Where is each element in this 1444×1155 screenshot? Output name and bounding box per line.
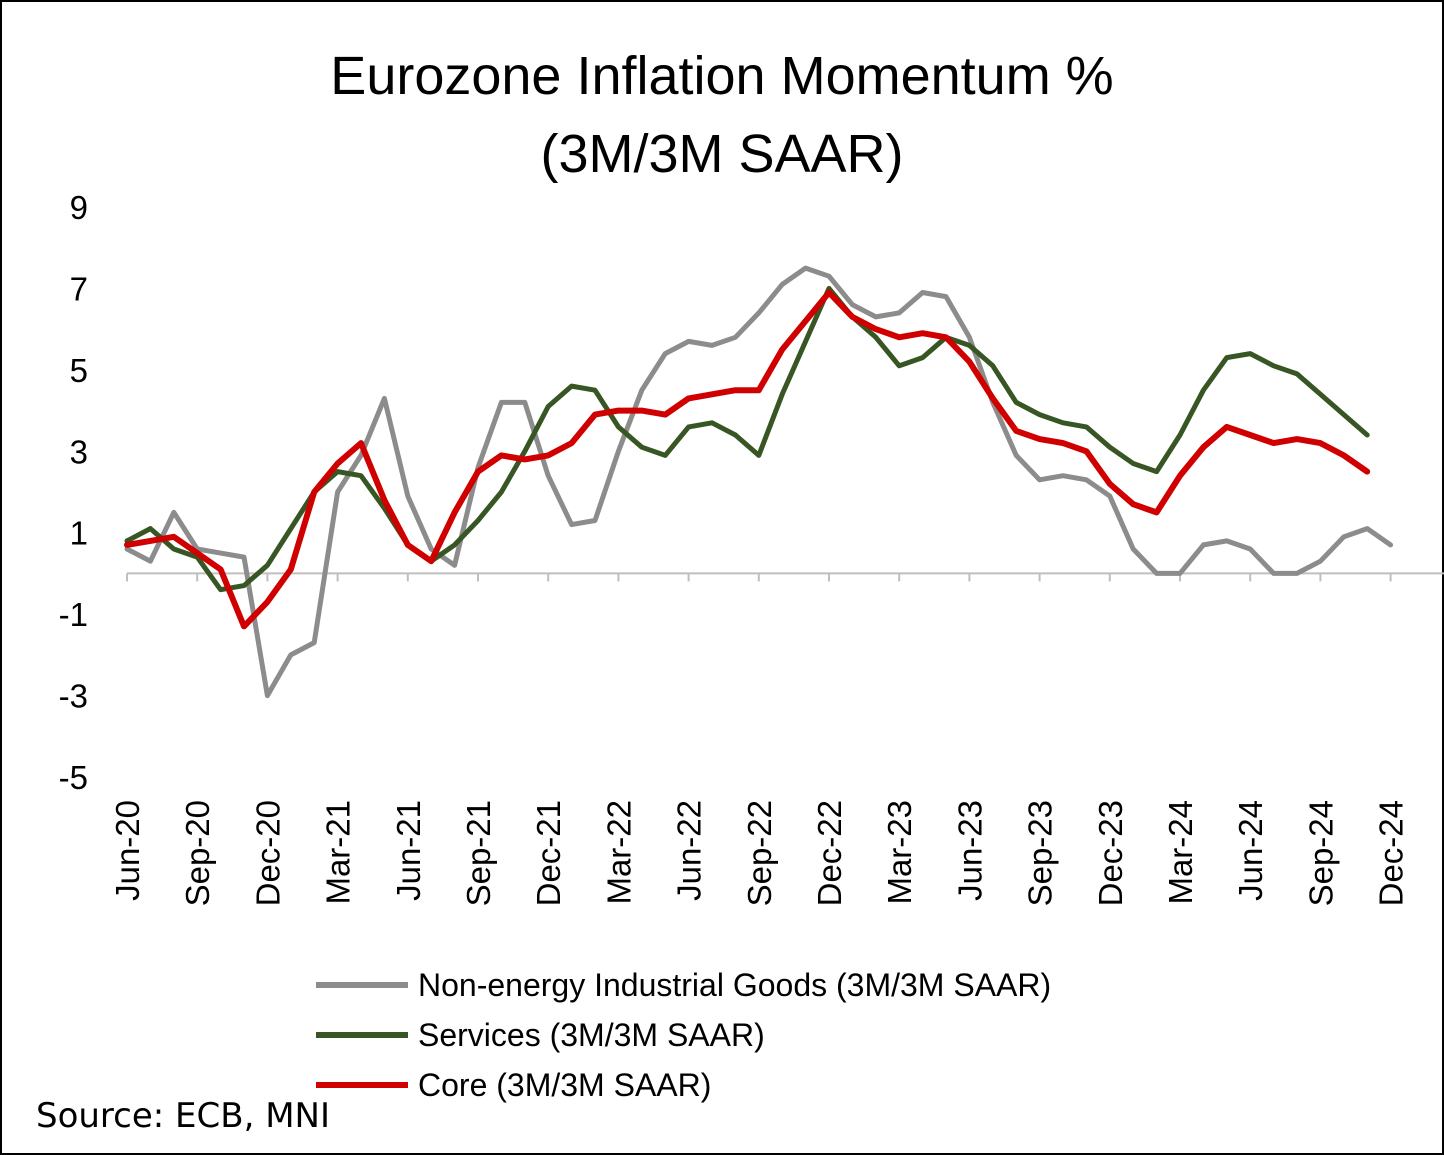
- y-tick-label: 9: [70, 189, 88, 226]
- series-line-services: [124, 285, 1370, 593]
- chart-title-line1: Eurozone Inflation Momentum %: [330, 46, 1114, 106]
- x-tick-label: Sep-23: [1022, 800, 1059, 906]
- legend-swatch-services: [316, 1032, 408, 1038]
- x-tick-label: Sep-21: [460, 800, 497, 906]
- x-tick-label: Jun-22: [671, 800, 708, 901]
- source-note: Source: ECB, MNI: [36, 1096, 330, 1136]
- x-tick-label: Sep-20: [179, 800, 216, 906]
- x-tick-label: Mar-24: [1162, 800, 1199, 905]
- y-tick-label: 1: [70, 515, 88, 552]
- x-tick-label: Dec-20: [249, 800, 286, 906]
- x-tick-label: Dec-23: [1092, 800, 1129, 906]
- legend-swatch-goods: [316, 982, 408, 988]
- x-tick-label: Dec-24: [1373, 800, 1410, 906]
- x-tick-label: Mar-22: [600, 800, 637, 905]
- chart-title-line2: (3M/3M SAAR): [540, 124, 904, 184]
- legend-label-goods: Non-energy Industrial Goods (3M/3M SAAR): [418, 966, 1052, 1003]
- x-tick-label: Sep-22: [741, 800, 778, 906]
- legend-label-core: Core (3M/3M SAAR): [418, 1066, 712, 1103]
- x-tick-label: Mar-21: [320, 800, 357, 905]
- y-tick-label: -3: [59, 678, 88, 715]
- y-tick-label: 3: [70, 433, 88, 470]
- series-line-core: [124, 289, 1371, 630]
- series-line-goods: [124, 265, 1394, 699]
- x-tick-label: Dec-22: [811, 800, 848, 906]
- legend-swatch-core: [316, 1082, 408, 1088]
- x-tick-label: Mar-23: [881, 800, 918, 905]
- legend-item-goods: Non-energy Industrial Goods (3M/3M SAAR): [316, 960, 1051, 1010]
- x-tick-label: Jun-20: [109, 800, 146, 901]
- legend-item-services: Services (3M/3M SAAR): [316, 1010, 1051, 1060]
- y-tick-label: 7: [70, 270, 88, 307]
- x-tick-label: Jun-21: [390, 800, 427, 901]
- y-tick-label: 5: [70, 352, 88, 389]
- legend: Non-energy Industrial Goods (3M/3M SAAR)…: [316, 960, 1051, 1110]
- y-tick-label: -5: [59, 759, 88, 796]
- legend-label-services: Services (3M/3M SAAR): [418, 1016, 765, 1053]
- x-tick-label: Jun-24: [1232, 800, 1269, 901]
- x-tick-label: Sep-24: [1302, 800, 1339, 906]
- y-tick-label: -1: [59, 596, 88, 633]
- x-tick-label: Jun-23: [951, 800, 988, 901]
- legend-item-core: Core (3M/3M SAAR): [316, 1060, 1051, 1110]
- x-tick-label: Dec-21: [530, 800, 567, 906]
